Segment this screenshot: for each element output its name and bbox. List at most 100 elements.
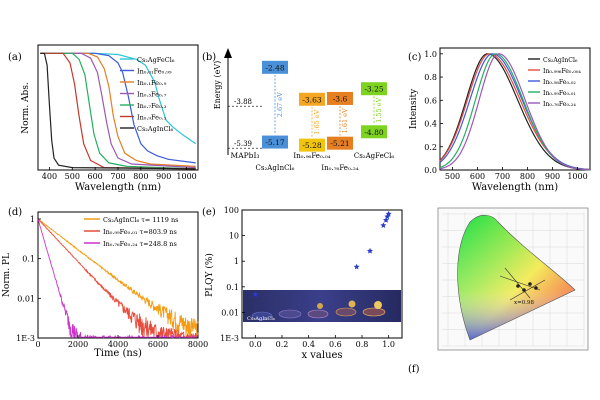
panel-a-xtick-label-1: 500: [65, 172, 80, 181]
panel-e-point-5: [384, 213, 391, 220]
panel-a-series-2: [40, 52, 196, 167]
panel-c-xtick-label-2: 700: [495, 172, 510, 181]
panel-e-plqy-chart: Cs₂AgInCl₆ 100 10 1 0.1 0.01 1E-3 0.0 0.2 0.4 0.…: [204, 206, 403, 361]
panel-a-absorbance-chart: 400 500 600 700 800 900 1000 Cs₂AgFeCl₆ In₀.₀₁F…: [21, 44, 199, 193]
panel-b-name-0: MAPbI₃: [231, 151, 260, 160]
panel-b-gap-label-1: 2.67 eV: [276, 92, 284, 117]
panel-e-point-0: [252, 291, 259, 298]
panel-b-vb-label-4: -4.80: [364, 128, 383, 137]
panel-e-xtick-label-5: 1.0: [382, 340, 395, 349]
panel-e-inset-label: Cs₂AgInCl₆: [247, 316, 275, 322]
panel-c-xtick-label-5: 1000: [567, 172, 587, 181]
panel-c-frame: [439, 47, 591, 171]
panel-e-xtick-label-3: 0.6: [329, 340, 342, 349]
panel-e-xlabel: x values: [301, 350, 342, 361]
panel-label-b: (b): [202, 52, 216, 63]
panel-d-xtick-label-2: 4000: [108, 340, 128, 349]
panel-a-series-3: [40, 52, 196, 169]
panel-b-vb-label-3: -5.21: [330, 139, 349, 148]
panel-label-f: (f): [408, 364, 420, 375]
panel-d-ytick-label-3: 1E-3: [16, 334, 35, 343]
panel-b-cb-bar-1: [262, 60, 288, 74]
panel-b-cb-label-2: -3.63: [302, 95, 321, 104]
panel-e-ytick-label-3: 0.1: [226, 283, 239, 292]
panel-a-xtick-label-2: 600: [88, 172, 103, 181]
panel-c-legend-label-4: In₀.₇₆Fe₀.₂₄: [543, 101, 576, 108]
panel-b-energy-diagram: Energy (eV) -3.88 -5.39 -2.48 -5.17 2.67 eV…: [213, 48, 394, 172]
panel-b-vb-bar-2: [299, 138, 325, 152]
panel-e-point-3: [380, 222, 387, 228]
panel-b-vb-label-2: -5.28: [302, 141, 321, 150]
panel-c-emission-chart: 500 600 700 800 900 1000 0.0 0.2 0.4 0.6 0.8 1.0 C…: [409, 47, 591, 193]
panel-b-name-3: In₀.₇₆Fe₀.₂₄: [321, 164, 358, 172]
panel-e-point-2: [367, 247, 373, 254]
panel-b-name-1: Cs₂AgInCl₆: [256, 164, 295, 172]
panel-b-ref-label-0: -3.88: [234, 98, 252, 106]
panel-d-xtick-label-4: 8000: [188, 340, 208, 349]
panel-b-vb-bar-4: [361, 125, 387, 139]
panel-a-series-0: [40, 52, 197, 145]
panel-a-legend-label-0: Cs₂AgFeCl₆: [137, 56, 175, 64]
panel-c-ytick-label-5: 1.0: [424, 50, 437, 59]
panel-d-legend-label-0: Cs₂AgInCl₆ τ= 1119 ns: [103, 216, 179, 224]
panel-c-ytick-label-3: 0.6: [424, 96, 437, 105]
panel-b-cb-label-3: -3.6: [333, 94, 348, 103]
panel-b-vb-label-1: -5.17: [265, 138, 284, 147]
panel-a-xtick-label-0: 400: [42, 172, 57, 181]
panel-b-name-4: Cs₂AgFeCl₆: [354, 152, 395, 160]
panel-c-ytick-label-0: 0.0: [424, 166, 437, 175]
panel-e-ytick-label-2: 1: [234, 257, 239, 266]
panel-e-xtick-label-0: 0.0: [249, 340, 262, 349]
panel-a-xtick-label-4: 800: [133, 172, 148, 181]
panel-b-cb-bar-2: [299, 92, 325, 106]
panel-d-ylabel: Norm. PL: [2, 253, 12, 297]
panel-b-cb-bar-3: [327, 91, 353, 105]
panel-c-ylabel: Intensity: [409, 88, 419, 129]
panel-e-xtick-label-2: 0.4: [302, 340, 315, 349]
panel-e-point-4: [383, 217, 389, 223]
panel-b-gap-label-3: 1.61 eV: [341, 108, 349, 133]
panel-c-legend-label-3: In₀.₉₉Fe₀.₀₁: [543, 90, 576, 97]
panel-a-legend-label-1: In₀.₀₁Fe₀.₉₉: [137, 68, 172, 76]
panel-c-xtick-label-0: 500: [445, 172, 460, 181]
panel-d-xlabel: Time (ns): [94, 348, 142, 359]
panel-c-xtick-label-4: 900: [545, 172, 560, 181]
panel-a-legend-label-2: In₀.₁Fe₀.₉: [137, 79, 167, 87]
panel-d-decay-chart: 0 2000 4000 6000 8000 1 0.1 0.01 1E-3 Cs₂AgInCl…: [2, 211, 208, 359]
panel-b-cb-label-1: -2.48: [265, 63, 284, 72]
panel-label-e: (e): [202, 207, 216, 218]
panel-d-ytick-label-2: 0.01: [17, 294, 35, 303]
panel-a-legend-label-5: In₀.₉Fe₀.₁: [137, 114, 167, 122]
panel-f-cie-diagram: x=0.98: [437, 207, 589, 351]
panel-f-gamut-shade: [457, 215, 575, 340]
panel-a-xtick-label-6: 1000: [176, 172, 196, 181]
panel-d-xtick-label-0: 0: [35, 340, 40, 349]
panel-e-xtick-label-1: 0.2: [276, 340, 289, 349]
panel-d-series-0: [37, 218, 199, 338]
panel-e-point-6: [385, 210, 392, 217]
panel-b-vb-bar-3: [327, 136, 353, 150]
panel-e-ytick-label-0: 100: [224, 206, 239, 215]
panel-b-cb-label-4: -3.25: [364, 85, 383, 94]
panel-d-legend-label-1: In₀.₉₉Fe₀.₀₁ τ=803.9 ns: [103, 228, 177, 236]
panel-d-legend-label-2: In₀.₇₆Fe₀.₂₄ τ=248.8 ns: [103, 240, 177, 248]
panel-c-xtick-label-3: 800: [520, 172, 535, 181]
panel-a-legend-label-4: In₀.₇Fe₀.₃: [137, 102, 167, 110]
panel-label-d: (d): [8, 207, 22, 218]
panel-f-gamut-outline: [457, 214, 576, 341]
panel-c-ytick-label-4: 0.8: [424, 73, 437, 82]
panel-d-series-1: [37, 218, 199, 339]
panel-a-legend-label-3: In₀.₃Fe₀.₇: [137, 91, 167, 99]
panel-d-ytick-label-0: 1: [30, 215, 35, 224]
panel-a-series-6: [40, 52, 196, 170]
panel-b-name-2: In₀.₉₆Fe₀.₀₄: [293, 152, 330, 160]
panel-c-ytick-label-1: 0.2: [424, 143, 437, 152]
panel-a-series-4: [40, 52, 196, 170]
panel-c-series-2: [439, 53, 591, 171]
panel-b-cb-bar-4: [361, 82, 387, 96]
panel-b-gap-label-2: 1.65 eV: [313, 109, 321, 134]
panel-c-legend-label-2: In₀.₉₈Fe₀.₀₂: [543, 79, 576, 86]
panel-e-point-1: [353, 263, 360, 270]
panel-c-xtick-label-1: 600: [470, 172, 485, 181]
